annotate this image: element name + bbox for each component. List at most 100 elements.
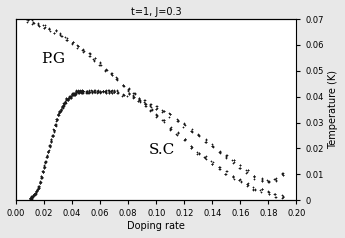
Point xyxy=(62,100,68,104)
Point xyxy=(102,90,108,94)
Point xyxy=(70,93,75,97)
Point xyxy=(29,196,34,199)
Point xyxy=(251,185,256,189)
Point xyxy=(56,110,62,114)
Point xyxy=(74,43,80,47)
Point xyxy=(279,196,285,199)
Point xyxy=(126,87,132,91)
Point xyxy=(98,61,103,65)
Point xyxy=(35,187,40,191)
Point xyxy=(259,187,264,191)
Point xyxy=(40,170,46,174)
Point xyxy=(108,89,114,93)
Point xyxy=(71,93,77,97)
Point xyxy=(280,173,286,177)
Point xyxy=(246,183,251,187)
Point xyxy=(126,91,132,95)
Point xyxy=(252,188,258,192)
Point xyxy=(91,89,97,92)
Point xyxy=(45,149,51,153)
Point xyxy=(114,76,119,79)
Point xyxy=(112,90,117,94)
Point xyxy=(272,192,278,196)
Point xyxy=(161,118,167,122)
Point xyxy=(121,94,126,97)
Point xyxy=(53,117,59,121)
Point xyxy=(61,103,67,107)
Point xyxy=(63,96,69,100)
Point xyxy=(57,110,62,114)
Point xyxy=(78,89,84,93)
Point xyxy=(175,119,181,123)
Point xyxy=(58,33,63,37)
Point xyxy=(142,104,148,108)
Point xyxy=(54,118,60,122)
Point xyxy=(161,120,167,124)
Point xyxy=(45,149,51,153)
Point xyxy=(86,89,92,93)
Point xyxy=(69,42,75,46)
Point xyxy=(48,140,53,144)
Point xyxy=(182,137,188,141)
Point xyxy=(73,90,79,94)
Point xyxy=(259,177,265,181)
Point xyxy=(84,90,89,94)
Point xyxy=(71,92,76,96)
Point xyxy=(266,190,272,194)
Point xyxy=(168,112,173,115)
Point xyxy=(101,89,106,93)
Point xyxy=(71,91,76,95)
Point xyxy=(46,150,51,154)
Point xyxy=(33,191,38,195)
Point xyxy=(126,92,131,95)
Point xyxy=(208,159,214,163)
Point xyxy=(80,89,86,93)
Point xyxy=(91,58,97,61)
Point xyxy=(55,112,61,116)
Point xyxy=(106,90,112,94)
Point xyxy=(51,127,56,131)
Point xyxy=(57,111,62,115)
Point xyxy=(36,21,41,25)
Point xyxy=(272,177,278,181)
Point xyxy=(244,171,249,175)
Point xyxy=(167,126,172,130)
Point xyxy=(35,184,41,188)
Point xyxy=(40,23,46,27)
Point xyxy=(50,134,56,138)
Point xyxy=(147,104,152,108)
Point xyxy=(42,25,47,29)
Point xyxy=(71,93,77,97)
Point xyxy=(120,84,126,88)
Point xyxy=(237,167,243,170)
Point xyxy=(101,90,106,94)
Point xyxy=(196,151,201,155)
Point xyxy=(70,40,76,44)
Point xyxy=(47,145,52,149)
Point xyxy=(46,27,52,31)
Point xyxy=(280,173,286,177)
Point xyxy=(75,90,80,94)
Point xyxy=(71,91,77,95)
Point xyxy=(87,51,92,55)
Point xyxy=(63,97,69,101)
Point xyxy=(280,194,286,198)
Point xyxy=(27,196,32,200)
Point xyxy=(54,119,59,123)
Point xyxy=(80,50,86,54)
Point xyxy=(41,164,47,167)
Point xyxy=(62,99,68,103)
Point xyxy=(42,160,48,164)
Point xyxy=(69,92,75,96)
Point xyxy=(62,100,68,104)
Point xyxy=(39,174,44,178)
Point xyxy=(274,179,279,183)
Point xyxy=(57,31,63,35)
Point xyxy=(41,164,47,168)
Point xyxy=(148,105,154,109)
Title: t=1, J=0.3: t=1, J=0.3 xyxy=(131,7,181,17)
Point xyxy=(231,177,236,180)
Point xyxy=(161,109,167,113)
Point xyxy=(51,128,56,132)
Point xyxy=(86,91,91,94)
